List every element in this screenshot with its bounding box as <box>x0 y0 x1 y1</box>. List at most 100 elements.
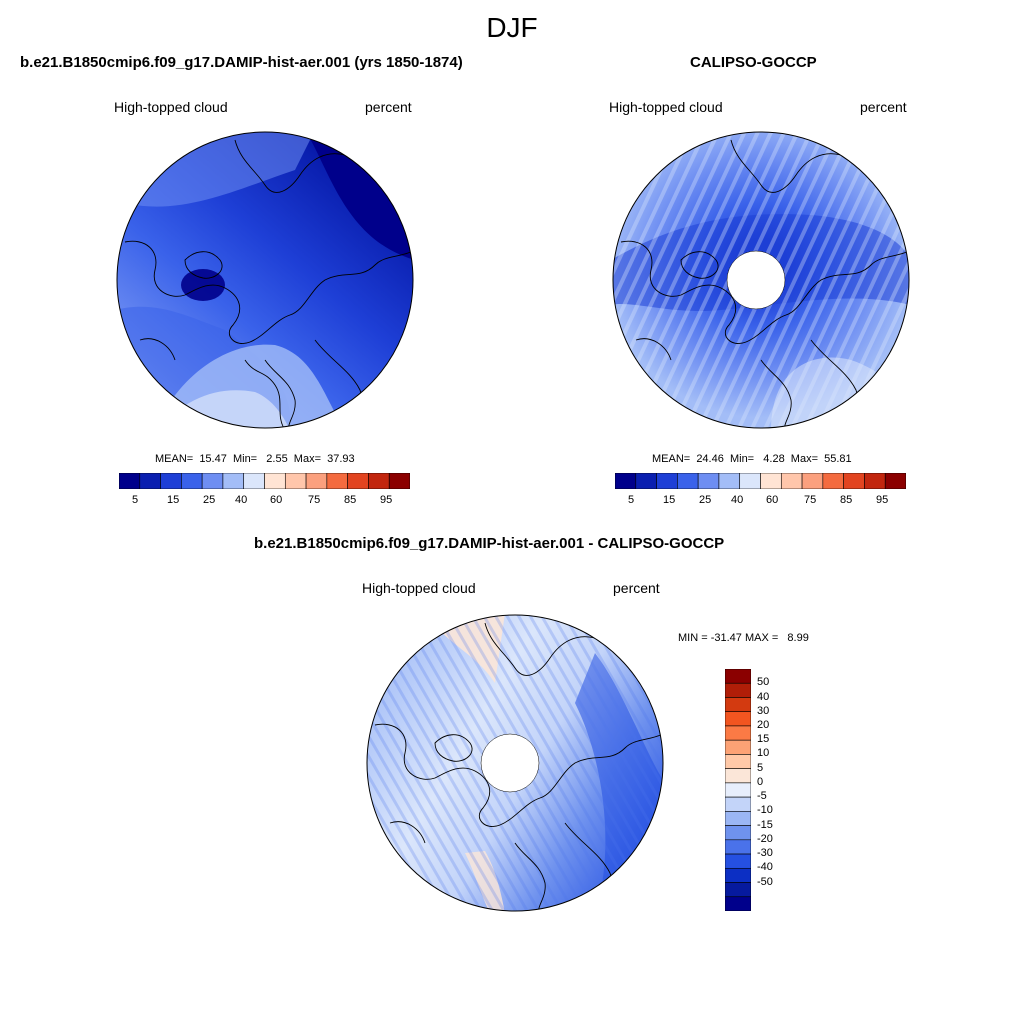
panel3-colorbar-box <box>725 682 751 698</box>
panel3-tick-label: 50 <box>757 676 770 689</box>
panel3-colorbar-box <box>725 725 751 741</box>
panel3-tick-label: -10 <box>757 804 773 817</box>
panel2-tick-label: 25 <box>699 494 712 506</box>
panel2-colorbar-ticks: 5 15 25 40 60 75 85 95 <box>615 494 906 508</box>
panel3-tick-label: -40 <box>757 861 773 874</box>
panel2-title: CALIPSO-GOCCP <box>690 54 817 71</box>
panel3-tick-label: 30 <box>757 704 770 717</box>
panel3-colorbar-box <box>725 739 751 755</box>
panel1-colorbar-box <box>160 473 182 489</box>
panel1-colorbar-box <box>347 473 369 489</box>
panel3-map-border <box>366 614 664 912</box>
panel3-colorbar-box <box>725 839 751 855</box>
panel3-tick-label: 40 <box>757 690 770 703</box>
panel1-colorbar-box <box>264 473 286 489</box>
panel3-tick-label: -20 <box>757 832 773 845</box>
panel1-colorbar-box <box>388 473 410 489</box>
panel3-colorbar <box>725 669 751 911</box>
panel3-tick-label: 20 <box>757 718 770 731</box>
panel1-colorbar-box <box>243 473 265 489</box>
panel1-colorbar-box <box>181 473 203 489</box>
panel1-tick-label: 25 <box>203 494 216 506</box>
panel3-colorbar-box <box>725 697 751 713</box>
panel3-colorbar-box <box>725 768 751 784</box>
panel2-polar-map <box>612 131 910 429</box>
panel2-colorbar-box <box>801 473 824 489</box>
panel1-tick-label: 15 <box>167 494 180 506</box>
panel3-colorbar-box <box>725 811 751 826</box>
panel3-tick-label: 0 <box>757 775 764 788</box>
panel1-colorbar-box <box>119 473 141 489</box>
panel1-map-border <box>116 131 414 429</box>
panel3-tick-label: -5 <box>757 790 767 803</box>
panel2-colorbar-box <box>656 473 678 489</box>
panel3-tick-label: -15 <box>757 818 773 831</box>
panel3-polar-map <box>366 614 664 912</box>
panel2-colorbar-box <box>718 473 741 489</box>
panel2-stats: MEAN= 24.46 Min= 4.28 Max= 55.81 <box>652 453 852 465</box>
panel2-tick-label: 5 <box>628 494 635 506</box>
panel3-colorbar-box <box>725 867 751 883</box>
panel2-tick-label: 60 <box>766 494 779 506</box>
panel3-colorbar-box <box>725 754 751 769</box>
panel1-stats: MEAN= 15.47 Min= 2.55 Max= 37.93 <box>155 453 355 465</box>
figure-title: DJF <box>486 12 538 43</box>
panel3-tick-label: -50 <box>757 875 773 888</box>
panel3-colorbar-box <box>725 853 751 869</box>
panel1-tick-label: 5 <box>132 494 139 506</box>
panel2-colorbar-box <box>677 473 699 489</box>
panel3-colorbar-box <box>725 711 751 727</box>
panel2-colorbar <box>615 473 906 489</box>
panel2-tick-label: 75 <box>804 494 817 506</box>
panel2-colorbar-box <box>635 473 657 489</box>
panel1-colorbar-box <box>368 473 390 489</box>
panel2-tick-label: 85 <box>840 494 853 506</box>
panel2-colorbar-box <box>697 473 720 489</box>
panel1-colorbar-box <box>139 473 161 489</box>
panel1-tick-label: 40 <box>235 494 248 506</box>
panel1-colorbar-box <box>284 473 307 489</box>
panel2-tick-label: 40 <box>731 494 744 506</box>
panel3-colorbar-ticks: 50 40 30 20 15 10 5 0 -5 -10 -15 -20 -30 -40 -50 <box>757 669 797 911</box>
panel2-colorbar-box <box>760 473 782 489</box>
panel2-units-label: percent <box>860 99 907 115</box>
panel3-colorbar-box <box>725 796 751 812</box>
panel2-colorbar-box <box>884 473 906 489</box>
panel3-variable-label: High-topped cloud <box>362 580 476 596</box>
panel1-tick-label: 60 <box>270 494 283 506</box>
panel3-units-label: percent <box>613 580 660 596</box>
panel2-colorbar-box <box>864 473 886 489</box>
panel1-units-label: percent <box>365 99 412 115</box>
panel2-map-border <box>612 131 910 429</box>
panel3-title: b.e21.B1850cmip6.f09_g17.DAMIP-hist-aer.… <box>254 535 725 552</box>
panel1-colorbar-ticks: 5 15 25 40 60 75 85 95 <box>119 494 410 508</box>
panel3-colorbar-box <box>725 896 751 911</box>
panel1-title: b.e21.B1850cmip6.f09_g17.DAMIP-hist-aer.… <box>20 54 463 71</box>
panel3-colorbar-box <box>725 882 751 898</box>
panel3-tick-label: 15 <box>757 733 770 746</box>
panel2-tick-label: 95 <box>876 494 889 506</box>
panel2-variable-label: High-topped cloud <box>609 99 723 115</box>
panel1-colorbar-box <box>326 473 348 489</box>
panel2-missing-data-hole <box>726 250 786 310</box>
panel2-colorbar-box <box>822 473 844 489</box>
panel3-stats: MIN = -31.47 MAX = 8.99 <box>678 632 809 644</box>
panel1-colorbar-box <box>201 473 224 489</box>
panel1-variable-label: High-topped cloud <box>114 99 228 115</box>
panel2-colorbar-box <box>780 473 803 489</box>
panel3-tick-label: 5 <box>757 761 764 774</box>
panel3-colorbar-box <box>725 825 751 841</box>
panel1-tick-label: 85 <box>344 494 357 506</box>
panel3-colorbar-box <box>725 669 751 684</box>
panel1-colorbar <box>119 473 410 489</box>
panel1-tick-label: 95 <box>380 494 393 506</box>
panel1-colorbar-box <box>222 473 245 489</box>
panel2-colorbar-box <box>739 473 761 489</box>
panel2-colorbar-box <box>843 473 865 489</box>
panel3-tick-label: 10 <box>757 747 770 760</box>
panel1-tick-label: 75 <box>308 494 321 506</box>
panel2-tick-label: 15 <box>663 494 676 506</box>
panel1-colorbar-box <box>305 473 328 489</box>
panel1-polar-map <box>116 131 414 429</box>
panel3-tick-label: -30 <box>757 847 773 860</box>
